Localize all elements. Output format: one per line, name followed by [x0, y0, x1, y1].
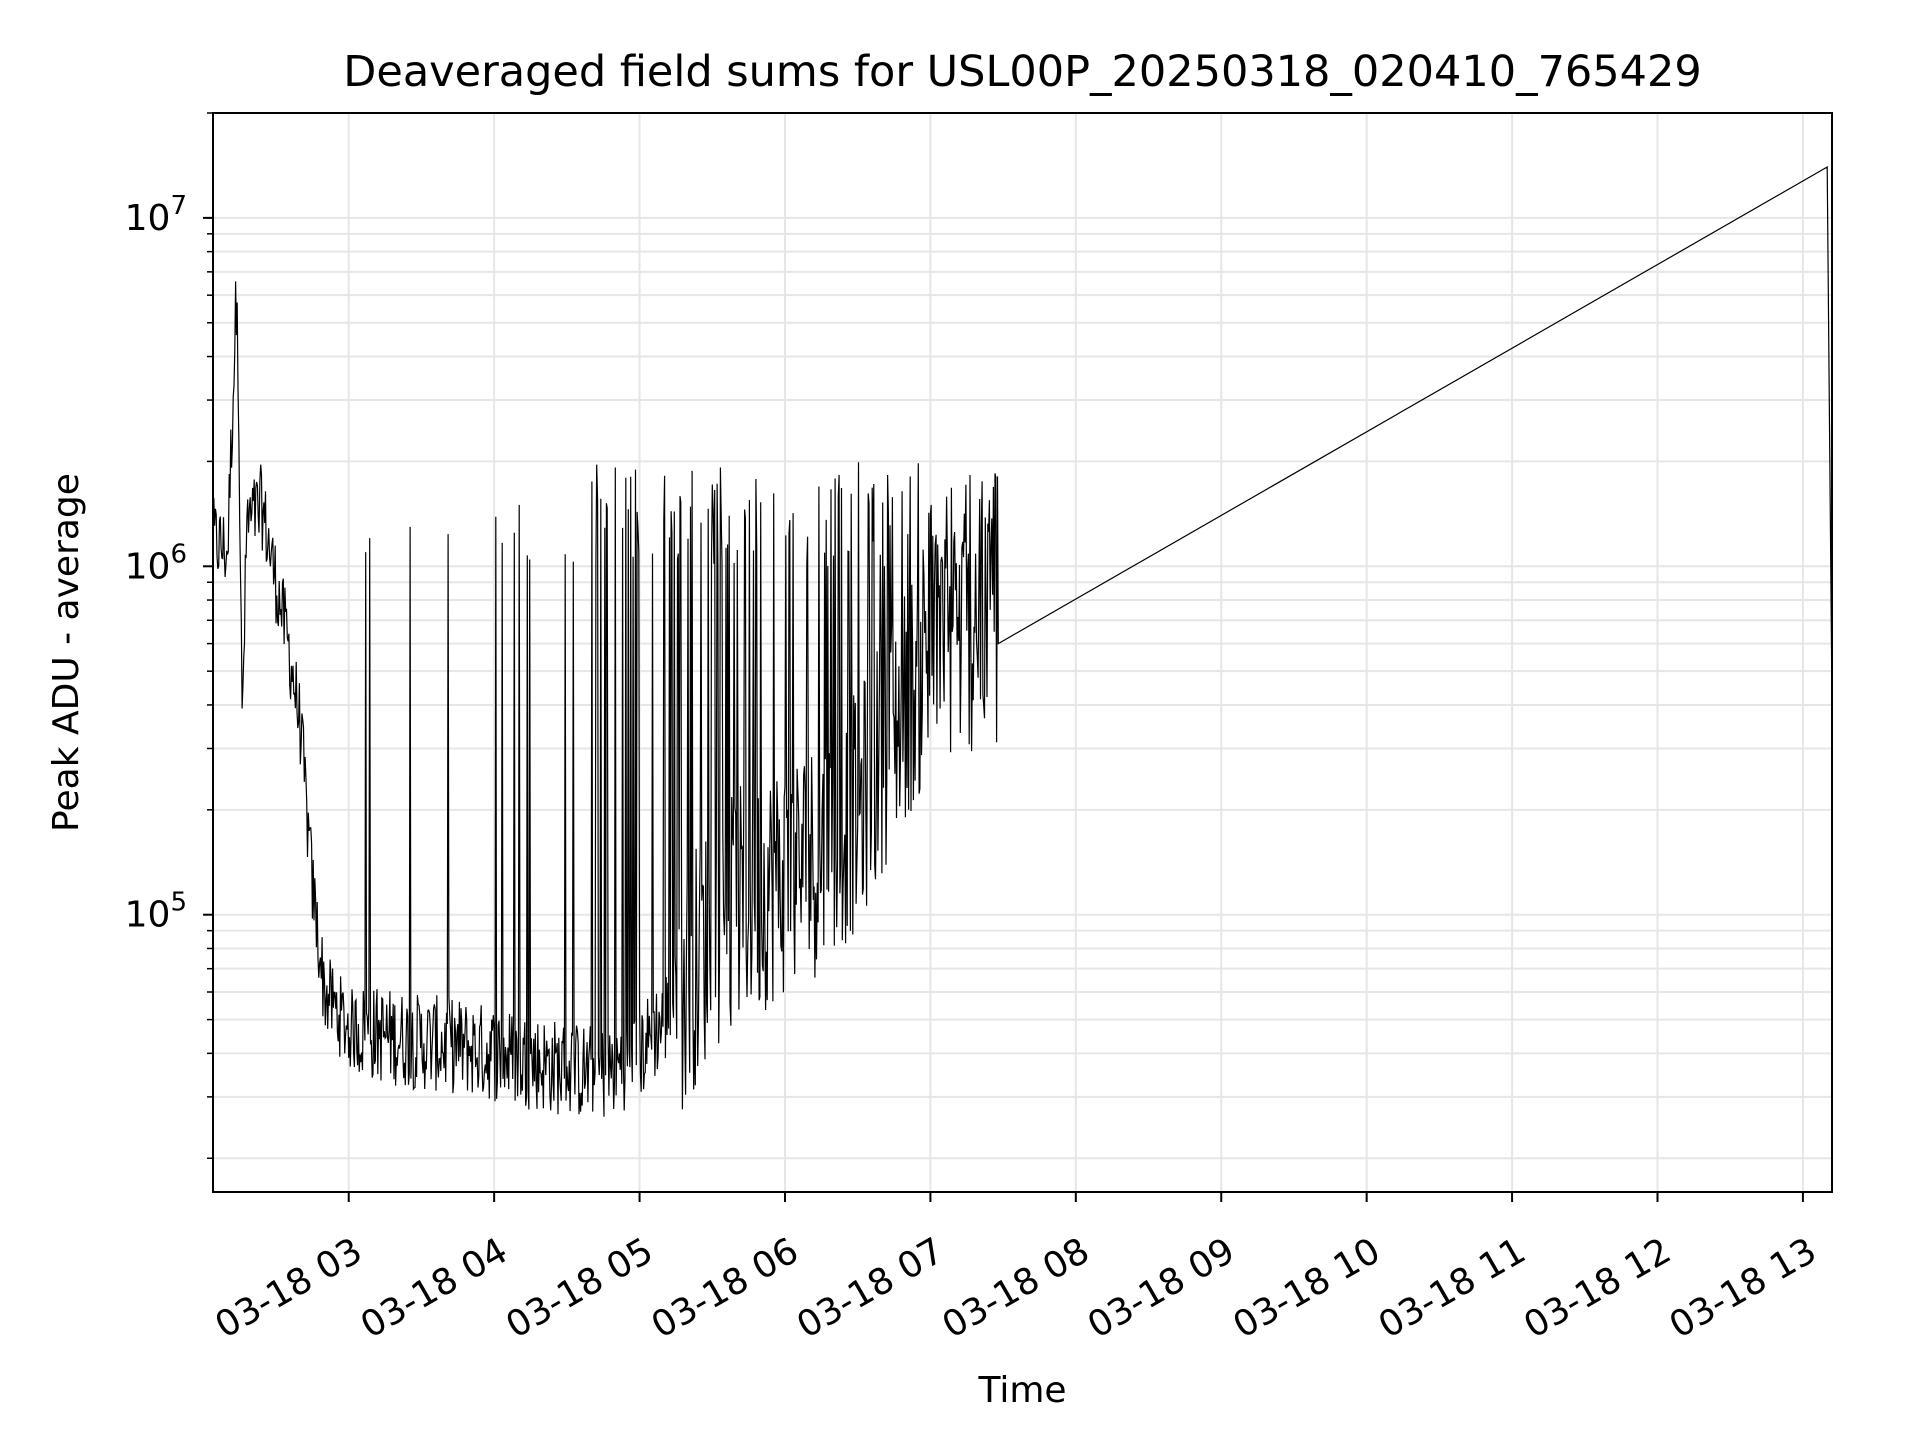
- plot-frame: [212, 112, 1833, 1193]
- x-axis-label: Time: [977, 1370, 1066, 1411]
- y-tick-label: 105: [125, 888, 187, 936]
- chart-title: Deaveraged field sums for USL00P_2025031…: [343, 47, 1701, 97]
- y-tick-label: 106: [125, 539, 187, 587]
- minor-grid: [213, 112, 1832, 1160]
- y-tick-label: 107: [125, 191, 187, 239]
- series-layer: [213, 165, 1832, 1117]
- series-line: [213, 165, 1832, 1117]
- y-axis: 105 106 107: [125, 112, 213, 1159]
- y-axis-label: Peak ADU - average: [46, 473, 87, 832]
